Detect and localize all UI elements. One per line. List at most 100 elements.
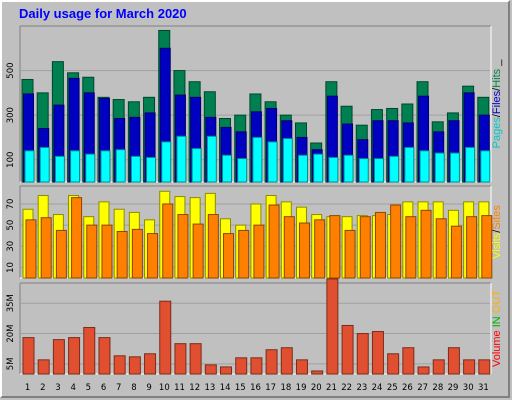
bar-bottom-volume-9 [144, 353, 157, 375]
y-tick-label: 10 [6, 262, 16, 273]
bar-top-pages-12 [191, 148, 202, 183]
y-tick-label: 100 [6, 152, 16, 168]
bar-top-pages-2 [39, 146, 50, 183]
bar-bottom-volume-26 [402, 347, 415, 375]
bar-middle-sites-31 [481, 215, 493, 279]
bar-bottom-volume-29 [447, 347, 460, 375]
legend-item: Sites [491, 205, 503, 230]
legend-middle: Visits/Sites [491, 205, 503, 259]
bar-bottom-volume-3 [52, 339, 65, 375]
bar-top-pages-30 [465, 146, 476, 183]
bar-middle-sites-28 [435, 218, 447, 279]
x-tick-label: 13 [205, 383, 216, 393]
bar-middle-sites-17 [268, 204, 280, 279]
bar-top-pages-3 [54, 155, 65, 183]
x-tick-label: 11 [174, 383, 185, 393]
x-tick-label: 26 [402, 383, 413, 393]
bar-middle-sites-30 [466, 216, 478, 279]
bar-bottom-volume-24 [371, 331, 384, 375]
x-tick-label: 17 [265, 383, 276, 393]
y-tick-label: 300 [6, 107, 16, 123]
x-tick-label: 27 [417, 383, 428, 393]
bar-top-pages-28 [434, 152, 445, 183]
bar-bottom-volume-2 [37, 359, 50, 375]
bar-middle-sites-3 [55, 229, 67, 279]
legend-item: Volume [491, 327, 503, 367]
bar-top-pages-13 [206, 135, 217, 183]
bar-top-pages-6 [100, 150, 111, 183]
x-tick-label: 3 [55, 383, 60, 393]
x-tick-label: 25 [387, 383, 398, 393]
y-tick-label: 5M [6, 358, 16, 371]
x-tick-label: 23 [356, 383, 367, 393]
x-tick-label: 22 [341, 383, 352, 393]
bar-bottom-volume-11 [174, 343, 187, 375]
y-tick-label: 35M [6, 294, 16, 312]
bar-middle-sites-24 [374, 211, 386, 279]
bar-bottom-volume-28 [432, 359, 445, 375]
x-tick-label: 6 [101, 383, 106, 393]
bar-bottom-volume-20 [311, 370, 324, 375]
legend-item: Pages [491, 117, 503, 149]
legend-item: Files [491, 90, 503, 114]
bar-middle-sites-25 [390, 204, 402, 279]
legend-item: Visits [491, 232, 503, 259]
bar-middle-sites-6 [101, 224, 113, 279]
bar-top-pages-31 [480, 150, 491, 183]
bar-bottom-volume-21 [326, 278, 339, 375]
x-tick-label: 20 [311, 383, 322, 393]
x-tick-label: 15 [235, 383, 246, 393]
bar-bottom-volume-4 [68, 337, 81, 375]
legend-item: / [491, 229, 503, 233]
x-tick-label: 8 [131, 383, 136, 393]
x-tick-label: 31 [478, 383, 489, 393]
bar-bottom-volume-10 [159, 300, 172, 375]
x-tick-label: 14 [220, 383, 231, 393]
bar-top-pages-10 [161, 141, 172, 183]
bar-top-pages-29 [449, 152, 460, 183]
x-tick-label: 4 [70, 383, 75, 393]
bar-bottom-volume-25 [387, 353, 400, 375]
bar-bottom-volume-12 [189, 343, 202, 375]
bar-bottom-volume-27 [417, 366, 430, 375]
bar-top-pages-18 [282, 138, 293, 183]
x-tick-label: 21 [326, 383, 337, 393]
bar-top-pages-20 [313, 153, 324, 183]
bar-top-pages-16 [252, 136, 263, 183]
y-tick-label: 50 [6, 220, 16, 231]
bar-bottom-volume-23 [356, 333, 369, 375]
legend-top: Pages/Files/Hits _ [491, 59, 503, 149]
bar-middle-sites-15 [238, 229, 250, 279]
bar-top-pages-27 [419, 150, 430, 183]
bar-middle-sites-4 [71, 197, 83, 279]
legend-item: / [491, 87, 503, 91]
bar-top-pages-24 [373, 158, 384, 183]
legend-item: OUT [491, 290, 503, 314]
bar-middle-sites-19 [298, 222, 310, 279]
bar-top-pages-21 [328, 156, 339, 183]
bar-bottom-volume-17 [265, 349, 278, 375]
x-tick-label: 10 [159, 383, 170, 393]
bar-top-pages-4 [70, 150, 81, 183]
bar-bottom-volume-7 [113, 355, 126, 375]
bar-middle-sites-27 [420, 209, 432, 279]
bar-bottom-volume-5 [83, 326, 96, 375]
bar-top-pages-1 [24, 150, 35, 183]
bar-bottom-volume-16 [250, 357, 263, 375]
bar-middle-sites-13 [207, 214, 219, 279]
bar-middle-sites-2 [40, 217, 52, 279]
x-tick-label: 16 [250, 383, 261, 393]
bar-middle-sites-21 [329, 215, 341, 279]
y-tick-label: 70 [6, 199, 16, 210]
bar-bottom-volume-22 [341, 324, 354, 375]
bar-bottom-volume-19 [295, 359, 308, 375]
bar-bottom-volume-31 [478, 359, 491, 375]
x-tick-label: 12 [189, 383, 200, 393]
bar-bottom-volume-18 [280, 347, 293, 375]
bar-middle-sites-11 [177, 214, 189, 279]
legend-item: _ [491, 59, 503, 67]
bar-top-pages-7 [115, 149, 126, 183]
legend-item: / [491, 113, 503, 117]
bar-middle-sites-14 [223, 233, 235, 279]
